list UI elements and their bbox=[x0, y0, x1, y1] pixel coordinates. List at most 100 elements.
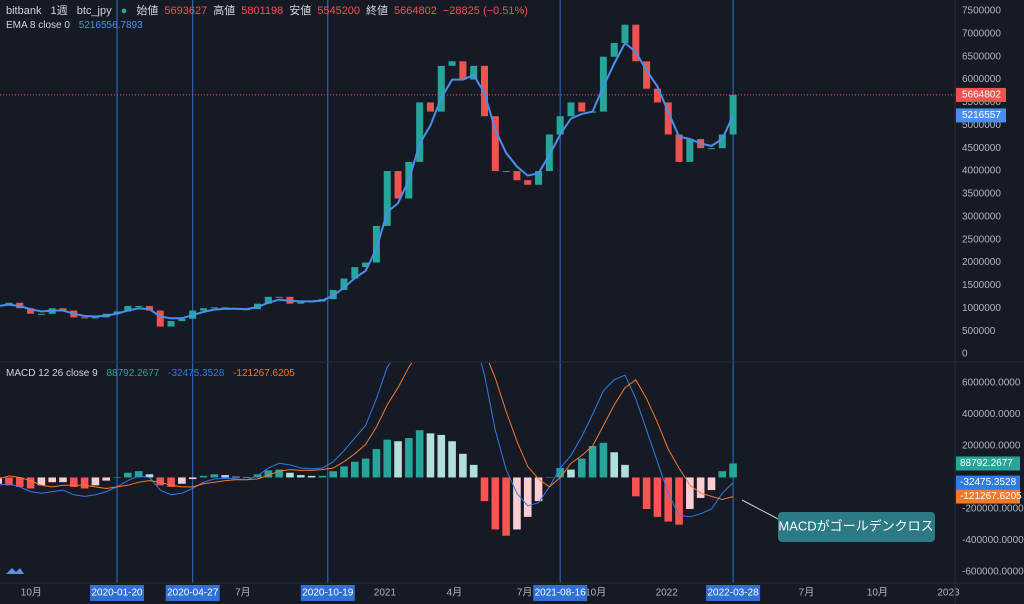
candle-body bbox=[426, 102, 434, 112]
candle-body bbox=[135, 305, 143, 307]
date-marker-label: 2021-08-16 bbox=[535, 588, 587, 599]
histogram-bar bbox=[469, 464, 478, 478]
histogram-bar bbox=[134, 471, 143, 478]
histogram-bar bbox=[588, 445, 597, 478]
candle-body bbox=[264, 296, 272, 304]
y-tick-label: 1500000 bbox=[962, 280, 1001, 291]
histogram-bar bbox=[577, 458, 586, 478]
ema-line bbox=[0, 41, 735, 320]
candle-body bbox=[729, 94, 737, 135]
histogram-bar bbox=[718, 471, 727, 478]
signal-line bbox=[0, 363, 734, 501]
macd-value: -32475.3528 bbox=[168, 368, 225, 379]
date-marker-label: 2022-03-28 bbox=[708, 588, 760, 599]
histogram-bar bbox=[459, 453, 467, 478]
candle-body bbox=[524, 180, 532, 185]
y-tick-label: 6500000 bbox=[962, 51, 1001, 62]
x-tick-label: 10月 bbox=[21, 587, 42, 599]
histogram-bar bbox=[599, 442, 608, 478]
y-tick-label: -600000.0000 bbox=[962, 567, 1024, 578]
candle-body bbox=[621, 24, 629, 43]
histogram-bar bbox=[296, 475, 305, 478]
histogram-bar bbox=[210, 474, 219, 478]
candle-body bbox=[535, 171, 543, 185]
y-tick-label: 7000000 bbox=[962, 28, 1001, 39]
candle-body bbox=[156, 310, 164, 327]
ema-legend: EMA 8 close 0 5216556.7893 bbox=[6, 20, 149, 31]
ohlc-label: 高値 bbox=[213, 5, 236, 17]
status-dot: ● bbox=[120, 5, 128, 17]
histogram-bar bbox=[264, 470, 273, 478]
histogram-axis-label: 88792.2677 bbox=[960, 458, 1013, 469]
ohlc-value: 5693627 bbox=[164, 5, 208, 17]
candle-body bbox=[643, 61, 651, 89]
symbol-header: bitbank 1週 btc_jpy ● 始値 5693627 高値 5801198 安… bbox=[6, 2, 540, 18]
histogram-bar bbox=[545, 477, 554, 478]
candle-body bbox=[545, 134, 553, 172]
ohlc-value: 5664802 bbox=[394, 5, 437, 17]
candle-body bbox=[513, 171, 521, 181]
signal-axis-box bbox=[956, 489, 1020, 504]
histogram-bar bbox=[729, 463, 737, 478]
histogram-bar bbox=[642, 477, 651, 509]
candle-body bbox=[675, 134, 683, 162]
candle-body bbox=[27, 308, 35, 314]
histogram-bar bbox=[232, 476, 240, 478]
histogram-bar bbox=[156, 477, 165, 486]
histogram-bar bbox=[556, 468, 564, 478]
candle-body bbox=[372, 225, 380, 263]
signal-value: -121267.6205 bbox=[233, 368, 295, 379]
y-tick-label: 5500000 bbox=[962, 97, 1001, 108]
ohlc-value: 5801198 bbox=[241, 5, 284, 17]
y-tick-label: 3500000 bbox=[962, 189, 1001, 200]
histogram-bar bbox=[307, 475, 316, 478]
histogram-bar bbox=[48, 477, 56, 483]
ema-axis-label: 5216557 bbox=[962, 110, 1001, 121]
y-tick-label: 5000000 bbox=[962, 120, 1001, 131]
x-tick-label: 2022 bbox=[656, 588, 679, 599]
y-tick-label: 500000 bbox=[962, 326, 996, 337]
x-tick-label: 2021 bbox=[374, 588, 397, 599]
histogram-bar bbox=[534, 477, 543, 502]
histogram-bar bbox=[653, 477, 662, 517]
y-tick-label: 7500000 bbox=[962, 6, 1001, 17]
histogram-bar bbox=[405, 438, 413, 478]
histogram-axis-box bbox=[956, 456, 1020, 471]
last-price-label: 5664802 bbox=[962, 90, 1001, 101]
candle-body bbox=[491, 116, 499, 172]
histogram-bar bbox=[0, 477, 2, 484]
candle-body bbox=[383, 171, 391, 226]
histogram-bar bbox=[437, 434, 446, 478]
y-tick-label: 600000.0000 bbox=[962, 378, 1021, 389]
last-price-box bbox=[956, 87, 1006, 102]
histogram-bar bbox=[610, 452, 618, 478]
y-tick-label: 2000000 bbox=[962, 257, 1001, 268]
histogram-bar bbox=[286, 472, 294, 478]
histogram-bar bbox=[686, 477, 694, 509]
x-tick-label: 4月 bbox=[447, 587, 463, 599]
date-marker-box bbox=[165, 585, 220, 601]
candle-body bbox=[210, 307, 218, 309]
ohlc-label: 終値 bbox=[366, 5, 389, 17]
candle-body bbox=[556, 116, 564, 135]
histogram-bar bbox=[394, 441, 402, 478]
histogram-bar bbox=[37, 477, 46, 486]
macd-axis-box bbox=[956, 475, 1020, 490]
histogram-bar bbox=[329, 471, 337, 478]
y-tick-label: 4000000 bbox=[962, 166, 1001, 177]
histogram-bar bbox=[59, 477, 67, 483]
histogram-bar bbox=[178, 477, 186, 484]
histogram-bar bbox=[523, 477, 532, 517]
ema-value: 5216556.7893 bbox=[78, 20, 143, 31]
candle-body bbox=[124, 305, 132, 312]
histogram-bar bbox=[448, 441, 456, 478]
histogram-bar bbox=[5, 477, 13, 486]
annotation-arrow bbox=[741, 499, 781, 521]
candle-body bbox=[653, 88, 661, 103]
histogram-bar bbox=[696, 477, 705, 498]
y-tick-label: 400000.0000 bbox=[962, 409, 1021, 420]
candle-body bbox=[199, 308, 207, 311]
histogram-bar bbox=[621, 464, 629, 478]
candle-body bbox=[481, 65, 489, 117]
